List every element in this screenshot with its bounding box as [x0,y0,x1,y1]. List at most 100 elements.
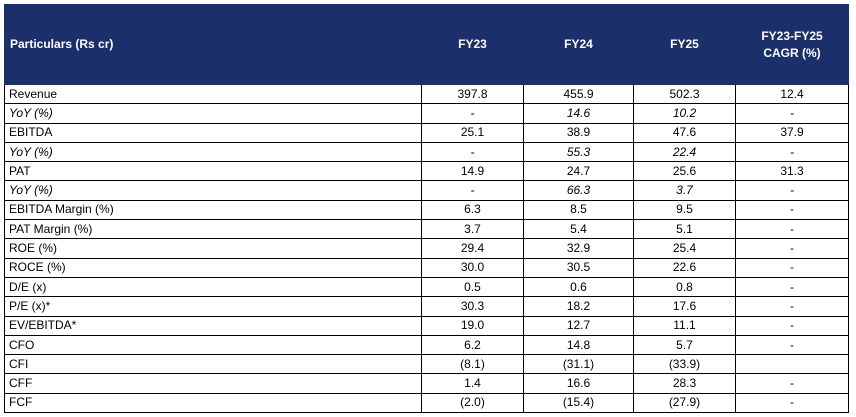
cell-value: (27.9) [633,392,736,414]
financial-summary-table: Particulars (Rs cr) FY23 FY24 FY25 FY23-FY25… [4,4,849,414]
cell-value: 55.3 [523,141,634,163]
cell-value: 14.8 [523,334,634,356]
cell-value: - [735,276,849,298]
cell-value: 12.4 [735,83,849,105]
cell-value: - [735,219,849,240]
cell-value: 3.7 [421,219,524,240]
row-label: YoY (%) [4,141,422,163]
cell-value: 10.2 [633,103,736,124]
cell-value: 22.4 [633,141,736,163]
cell-value: (33.9) [633,354,736,375]
row-label: P/E (x)* [4,296,422,317]
cell-value: 47.6 [633,122,736,143]
cell-value: (8.1) [421,354,524,375]
table-row: CFO 6.2 14.8 5.7- [4,334,849,356]
cell-value: - [421,180,524,201]
cell-value: 6.2 [421,334,524,356]
row-label: ROCE (%) [4,257,422,278]
header-row: Particulars (Rs cr) FY23 FY24 FY25 FY23-FY25… [4,4,849,85]
row-label: EV/EBITDA* [4,315,422,336]
table-row: EBITDA Margin (%) 6.3 8.5 9.5- [4,199,849,221]
row-label: YoY (%) [4,103,422,124]
cell-value: 30.5 [523,257,634,278]
cell-value: - [735,373,849,394]
cell-value: - [735,334,849,356]
cell-value: 397.8 [421,83,524,105]
table-body: Revenue 397.8 455.9 502.3 12.4 YoY (%) -14.6 10… [4,83,849,414]
header-particulars: Particulars (Rs cr) [4,4,422,85]
cell-value: 0.8 [633,276,736,298]
table-row: Revenue 397.8 455.9 502.3 12.4 [4,83,849,105]
header-column: FY25 [633,4,736,85]
cell-value: 6.3 [421,199,524,221]
table-row: P/E (x)* 30.3 18.2 17.6- [4,296,849,317]
row-label: CFF [4,373,422,394]
header-column: FY23 [421,4,524,85]
row-label: EBITDA Margin (%) [4,199,422,221]
cell-value: - [735,141,849,163]
cell-value: 25.4 [633,238,736,259]
table-row: FCF (2.0) (15.4) (27.9) - [4,392,849,414]
cell-value: (31.1) [523,354,634,375]
cell-value: 30.0 [421,257,524,278]
row-label: D/E (x) [4,276,422,298]
row-label: ROE (%) [4,238,422,259]
table-row: CFF 1.4 16.6 28.3- [4,373,849,394]
table-row: EBITDA 25.1 38.9 47.6 37.9 [4,122,849,143]
cell-value: 37.9 [735,122,849,143]
cell-value: (2.0) [421,392,524,414]
financial-summary-table-container: Particulars (Rs cr) FY23 FY24 FY25 FY23-FY25… [4,4,849,414]
row-label: CFI [4,354,422,375]
cell-value: - [735,199,849,221]
row-label: CFO [4,334,422,356]
cell-value: 24.7 [523,161,634,182]
cell-value: 3.7 [633,180,736,201]
table-row: D/E (x) 0.5 0.6 0.8- [4,276,849,298]
cell-value: 5.4 [523,219,634,240]
cell-value: 25.1 [421,122,524,143]
cell-value: 32.9 [523,238,634,259]
table-row: YoY (%) -55.3 22.4- [4,141,849,163]
cell-value: 18.2 [523,296,634,317]
cell-value: - [735,180,849,201]
cell-value: 25.6 [633,161,736,182]
cell-value: 0.6 [523,276,634,298]
cell-value: 22.6 [633,257,736,278]
cell-value: - [735,257,849,278]
cell-value: 28.3 [633,373,736,394]
cell-value: - [735,103,849,124]
row-label: EBITDA [4,122,422,143]
cell-value: 14.9 [421,161,524,182]
cell-value: 38.9 [523,122,634,143]
row-label: PAT [4,161,422,182]
cell-value: 5.7 [633,334,736,356]
row-label: YoY (%) [4,180,422,201]
cell-value: 0.5 [421,276,524,298]
cell-value: 9.5 [633,199,736,221]
cell-value: 31.3 [735,161,849,182]
cell-value: 455.9 [523,83,634,105]
table-row: ROE (%) 29.4 32.9 25.4- [4,238,849,259]
table-row: PAT Margin (%) 3.7 5.4 5.1- [4,219,849,240]
row-label: FCF [4,392,422,414]
cell-value: 12.7 [523,315,634,336]
table-row: EV/EBITDA* 19.0 12.7 11.1- [4,315,849,336]
cell-value: - [421,103,524,124]
cell-value: - [421,141,524,163]
cell-value: 19.0 [421,315,524,336]
cell-value: 17.6 [633,296,736,317]
cell-value: 29.4 [421,238,524,259]
row-label: Revenue [4,83,422,105]
header-column: FY24 [523,4,634,85]
table-row: PAT 14.9 24.7 25.6 31.3 [4,161,849,182]
table-row: YoY (%) -14.6 10.2- [4,103,849,124]
row-label: PAT Margin (%) [4,219,422,240]
table-header: Particulars (Rs cr) FY23 FY24 FY25 FY23-FY25… [4,4,849,85]
table-row: YoY (%) -66.3 3.7- [4,180,849,201]
cell-value: 66.3 [523,180,634,201]
cell-value: - [735,296,849,317]
cell-value [735,354,849,375]
cell-value: 16.6 [523,373,634,394]
cell-value: (15.4) [523,392,634,414]
cell-value: 11.1 [633,315,736,336]
